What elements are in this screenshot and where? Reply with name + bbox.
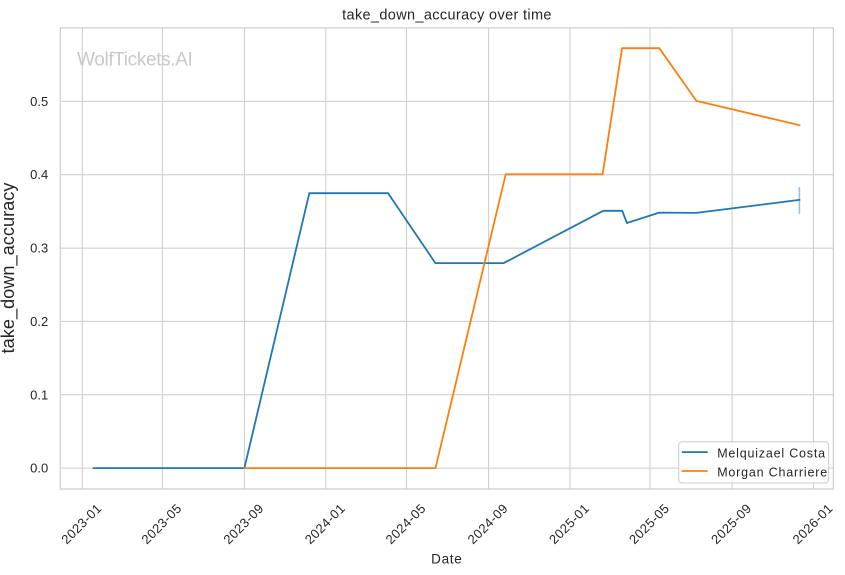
svg-text:0.0: 0.0 xyxy=(30,461,48,476)
svg-text:Melquizael Costa: Melquizael Costa xyxy=(717,446,826,460)
svg-text:0.3: 0.3 xyxy=(30,241,48,256)
svg-text:take_down_accuracy over time: take_down_accuracy over time xyxy=(342,8,552,24)
svg-text:0.1: 0.1 xyxy=(30,387,48,402)
svg-text:0.4: 0.4 xyxy=(30,167,48,182)
svg-text:0.2: 0.2 xyxy=(30,314,48,329)
svg-text:take_down_accuracy: take_down_accuracy xyxy=(0,182,19,354)
svg-text:0.5: 0.5 xyxy=(30,94,48,109)
svg-text:Morgan Charriere: Morgan Charriere xyxy=(717,465,828,479)
svg-text:Date: Date xyxy=(431,551,462,566)
svg-text:WolfTickets.AI: WolfTickets.AI xyxy=(77,49,192,70)
